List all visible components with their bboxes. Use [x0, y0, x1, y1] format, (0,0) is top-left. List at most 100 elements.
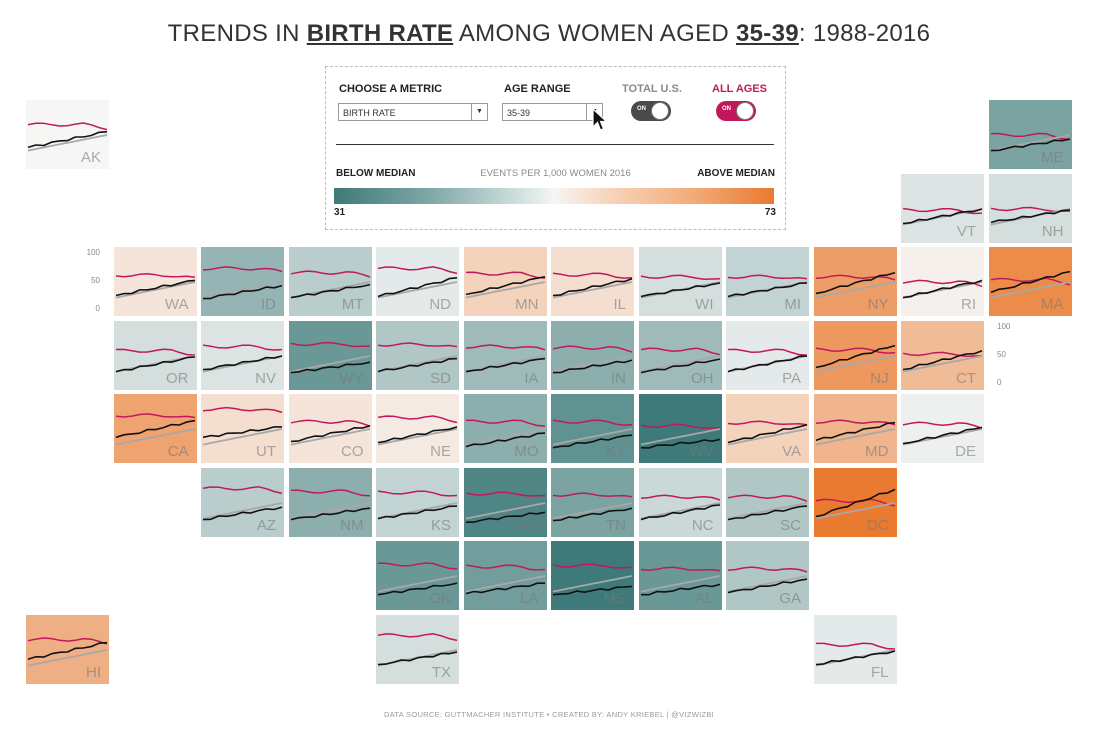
- sparkline-chart: [815, 642, 895, 667]
- state-tile-ar[interactable]: AR: [463, 467, 547, 537]
- total-us-line: [465, 428, 545, 446]
- state-line: [640, 503, 720, 520]
- state-abbr-label: LA: [520, 590, 539, 607]
- sparkline-chart: [640, 423, 720, 449]
- state-tile-ma[interactable]: MA: [988, 247, 1072, 316]
- state-tile-oh[interactable]: OH: [638, 320, 722, 390]
- state-tile-mt[interactable]: MT: [288, 247, 372, 316]
- sparkline-chart: [727, 566, 808, 594]
- state-tile-dc[interactable]: DC: [813, 467, 897, 537]
- sparkline-chart: [377, 633, 458, 667]
- state-tile-ga[interactable]: GA: [726, 541, 809, 610]
- state-tile-ny[interactable]: NY: [813, 247, 897, 316]
- state-tile-in[interactable]: IN: [551, 320, 634, 390]
- state-abbr-label: MS: [603, 590, 627, 607]
- state-abbr-label: NC: [691, 516, 714, 534]
- state-tile-hi[interactable]: HI: [26, 615, 109, 684]
- state-line: [552, 434, 633, 449]
- sparkline-chart: [640, 493, 720, 520]
- state-tile-ut[interactable]: UT: [201, 394, 284, 463]
- state-line: [377, 504, 458, 519]
- state-tile-fl[interactable]: FL: [813, 615, 897, 684]
- state-tile-la[interactable]: LA: [463, 541, 547, 610]
- sparkline-chart: [902, 421, 983, 446]
- state-tile-ks[interactable]: KS: [376, 467, 459, 537]
- state-tile-al[interactable]: AL: [638, 541, 722, 610]
- state-line: [465, 276, 545, 296]
- state-tile-wi[interactable]: WI: [638, 247, 722, 316]
- state-tile-vt[interactable]: VT: [901, 173, 984, 243]
- state-tile-id[interactable]: ID: [201, 247, 284, 316]
- all-ages-line: [377, 415, 458, 424]
- all-ages-line: [552, 491, 633, 497]
- total-us-line: [902, 354, 983, 372]
- state-tile-wy[interactable]: WY: [288, 320, 372, 390]
- state-tile-il[interactable]: IL: [551, 247, 634, 316]
- state-tile-wv[interactable]: WV: [638, 394, 722, 463]
- state-tile-pa[interactable]: PA: [726, 320, 809, 390]
- state-line: [465, 357, 545, 372]
- total-us-line: [465, 575, 545, 593]
- sparkline-chart: [552, 419, 633, 449]
- state-tile-mi[interactable]: MI: [726, 247, 809, 316]
- state-tile-or[interactable]: OR: [113, 320, 197, 390]
- state-abbr-label: ID: [261, 296, 276, 313]
- total-us-line: [290, 354, 370, 372]
- y-tick-bottom-right: 0: [997, 378, 1002, 387]
- state-tile-ak[interactable]: AK: [26, 100, 109, 169]
- all-ages-line: [640, 346, 720, 355]
- state-tile-va[interactable]: VA: [726, 394, 809, 463]
- all-ages-line: [27, 637, 108, 645]
- sparkline-chart: [815, 488, 895, 519]
- state-tile-nh[interactable]: NH: [988, 173, 1072, 243]
- total-us-label: TOTAL U.S.: [622, 83, 682, 95]
- metric-select[interactable]: BIRTH RATE ▼: [338, 103, 488, 121]
- all-ages-line: [115, 348, 195, 356]
- state-tile-ia[interactable]: IA: [463, 320, 547, 390]
- all-ages-line: [990, 277, 1070, 286]
- state-tile-de[interactable]: DE: [901, 394, 984, 463]
- state-tile-ri[interactable]: RI: [901, 247, 984, 316]
- state-tile-mn[interactable]: MN: [463, 247, 547, 316]
- sparkline-chart: [465, 490, 545, 523]
- state-tile-ne[interactable]: NE: [376, 394, 459, 463]
- state-tile-nc[interactable]: NC: [638, 467, 722, 537]
- state-tile-sc[interactable]: SC: [726, 467, 809, 537]
- sparkline-chart: [115, 413, 195, 446]
- all-ages-line: [815, 642, 895, 650]
- state-tile-wa[interactable]: WA: [113, 247, 197, 316]
- state-tile-nd[interactable]: ND: [376, 247, 459, 316]
- state-abbr-label: PA: [782, 369, 801, 387]
- toggle-on-text: ON: [722, 106, 731, 112]
- sparkline-chart: [27, 122, 108, 152]
- sparkline-chart: [377, 489, 458, 519]
- state-abbr-label: AR: [517, 516, 539, 534]
- state-tile-mo[interactable]: MO: [463, 394, 547, 463]
- state-tile-nm[interactable]: NM: [288, 467, 372, 537]
- state-tile-sd[interactable]: SD: [376, 320, 459, 390]
- state-tile-ca[interactable]: CA: [113, 394, 197, 463]
- state-line: [815, 344, 895, 368]
- y-tick-bottom-left: 0: [95, 304, 100, 313]
- all-ages-toggle[interactable]: ON: [716, 101, 756, 121]
- total-us-toggle[interactable]: ON: [631, 101, 671, 121]
- state-tile-me[interactable]: ME: [988, 100, 1072, 169]
- state-tile-tx[interactable]: TX: [376, 615, 459, 684]
- age-range-select[interactable]: 35-39 ▼: [502, 103, 603, 121]
- state-line: [115, 355, 195, 372]
- state-tile-nj[interactable]: NJ: [813, 320, 897, 390]
- state-line: [815, 650, 895, 666]
- state-tile-ok[interactable]: OK: [376, 541, 459, 610]
- state-tile-ky[interactable]: KY: [551, 394, 634, 463]
- state-abbr-label: NJ: [870, 369, 889, 387]
- total-us-line: [990, 281, 1070, 299]
- total-us-line: [202, 501, 283, 519]
- state-tile-co[interactable]: CO: [288, 394, 372, 463]
- state-tile-az[interactable]: AZ: [201, 467, 284, 537]
- state-tile-ct[interactable]: CT: [901, 320, 984, 390]
- state-tile-nv[interactable]: NV: [201, 320, 284, 390]
- state-tile-md[interactable]: MD: [813, 394, 897, 463]
- state-abbr-label: MD: [865, 443, 889, 460]
- state-tile-tn[interactable]: TN: [551, 467, 634, 537]
- state-tile-ms[interactable]: MS: [551, 541, 634, 610]
